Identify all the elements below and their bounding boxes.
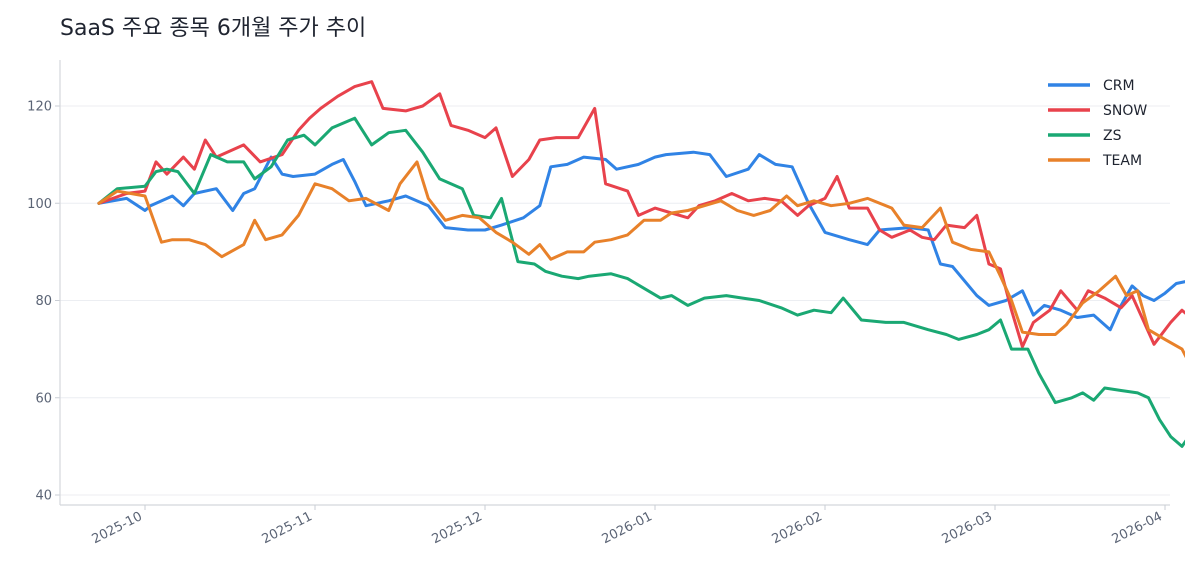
- x-tick-label: 2026-04: [1110, 509, 1165, 547]
- y-tick-label: 100: [27, 197, 52, 212]
- y-tick-label: 40: [35, 489, 52, 504]
- y-tick-label: 120: [27, 100, 52, 115]
- series-line-team: [97, 160, 1185, 359]
- legend-label-snow: SNOW: [1103, 103, 1147, 119]
- legend: CRM SNOW ZS TEAM: [1048, 78, 1147, 169]
- y-tick-label: 60: [35, 391, 52, 406]
- legend-label-team: TEAM: [1102, 153, 1142, 169]
- series-line-snow: [97, 80, 1185, 349]
- x-tick-label: 2025-10: [90, 509, 145, 547]
- legend-label-crm: CRM: [1103, 78, 1135, 94]
- series-line-zs: [97, 116, 1185, 448]
- chart-title: SaaS 주요 종목 6개월 주가 추이: [60, 16, 367, 41]
- x-tick-label: 2025-12: [430, 509, 485, 547]
- legend-label-zs: ZS: [1103, 128, 1122, 144]
- x-tick-label: 2026-03: [940, 509, 995, 547]
- series-lines: [97, 80, 1185, 448]
- x-tick-label: 2026-01: [600, 509, 655, 547]
- y-tick-label: 80: [35, 294, 52, 309]
- x-tick-label: 2025-11: [260, 509, 315, 547]
- series-line-crm: [97, 150, 1185, 332]
- x-tick-label: 2026-02: [770, 509, 825, 547]
